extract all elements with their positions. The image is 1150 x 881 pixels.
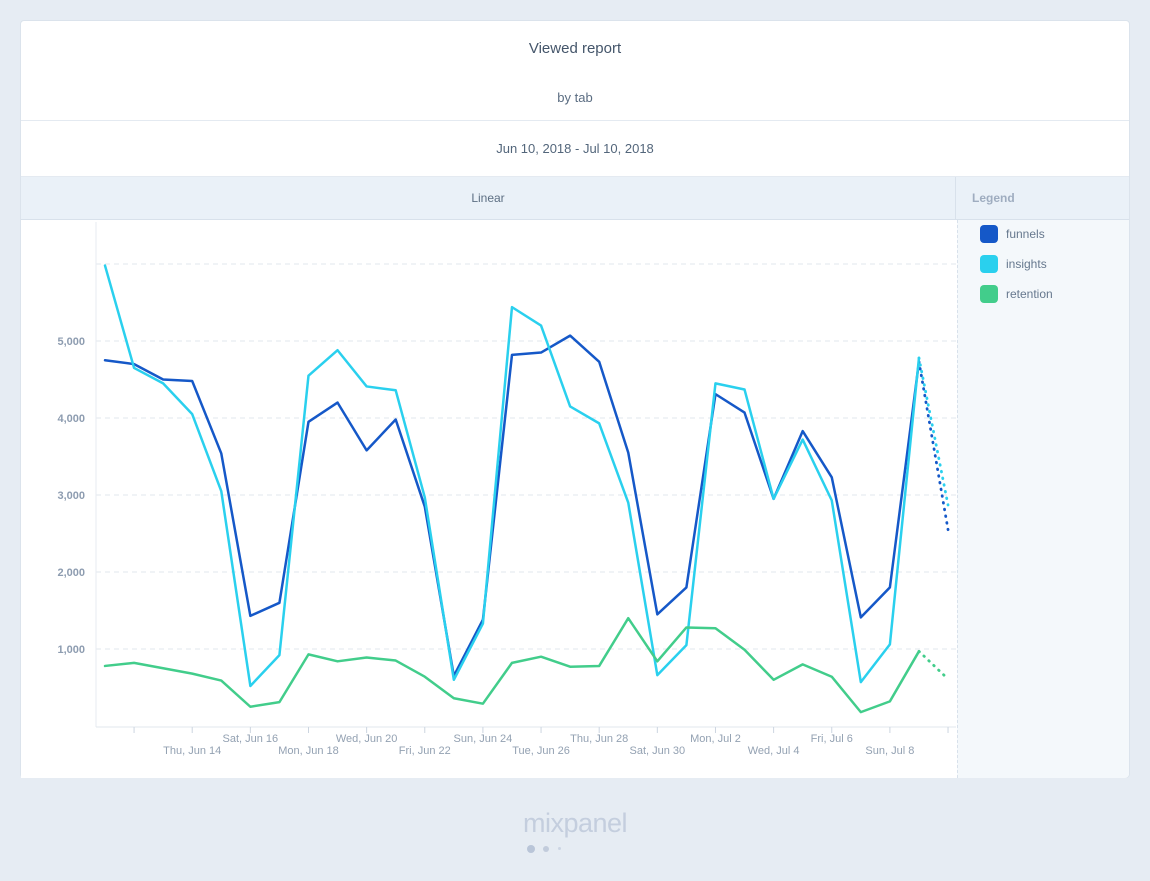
mixpanel-logo-dots-icon bbox=[523, 840, 627, 853]
x-axis-label: Thu, Jun 14 bbox=[163, 745, 221, 757]
chart-header-bar: Linear Legend bbox=[21, 177, 1129, 220]
insights-line-projected[interactable] bbox=[917, 356, 950, 507]
report-card: Viewed report by tab Jun 10, 2018 - Jul … bbox=[20, 20, 1130, 778]
report-header: Viewed report by tab bbox=[21, 21, 1129, 121]
funnels-line[interactable] bbox=[103, 334, 921, 678]
mixpanel-logo-text: mixpanel bbox=[522, 808, 628, 838]
chart-row: 1,000 2,000 3,000 4,000 5,000 Thu, Jun 14 Sat,… bbox=[21, 220, 1129, 778]
x-axis-label: Sun, Jul 8 bbox=[865, 745, 914, 757]
legend-header: Legend bbox=[956, 177, 1129, 219]
legend-item-retention[interactable]: retention bbox=[980, 285, 1129, 303]
x-axis-label: Sun, Jun 24 bbox=[454, 733, 513, 745]
x-axis-label: Sat, Jun 16 bbox=[223, 733, 279, 745]
retention-line[interactable] bbox=[103, 616, 921, 714]
y-axis-label: 5,000 bbox=[57, 336, 85, 348]
legend-item-label: retention bbox=[1006, 287, 1053, 301]
funnels-line-projected[interactable] bbox=[917, 360, 950, 532]
mixpanel-logo: mixpanel bbox=[0, 808, 1150, 853]
x-axis-label: Tue, Jun 26 bbox=[512, 745, 570, 757]
x-axis-label: Wed, Jun 20 bbox=[336, 733, 398, 745]
legend-item-label: funnels bbox=[1006, 227, 1045, 241]
x-axis-label: Fri, Jul 6 bbox=[811, 733, 853, 745]
insights-line[interactable] bbox=[103, 264, 921, 688]
funnels-swatch-icon bbox=[980, 225, 998, 243]
y-axis-label: 4,000 bbox=[57, 413, 85, 425]
x-axis-label: Sat, Jun 30 bbox=[630, 745, 686, 757]
y-axis-label: 3,000 bbox=[57, 490, 85, 502]
x-axis-label: Mon, Jun 18 bbox=[278, 745, 339, 757]
chart-type-label: Linear bbox=[471, 191, 505, 205]
retention-swatch-icon bbox=[980, 285, 998, 303]
y-axis-label: 1,000 bbox=[57, 644, 85, 656]
x-axis-label: Thu, Jun 28 bbox=[570, 733, 628, 745]
chart-area: 1,000 2,000 3,000 4,000 5,000 Thu, Jun 14 Sat,… bbox=[21, 220, 957, 778]
retention-line-projected[interactable] bbox=[917, 649, 950, 681]
date-range-section: Jun 10, 2018 - Jul 10, 2018 bbox=[21, 121, 1129, 177]
page-title: Viewed report bbox=[528, 40, 622, 57]
legend-item-funnels[interactable]: funnels bbox=[980, 225, 1129, 243]
insights-swatch-icon bbox=[980, 255, 998, 273]
legend-title: Legend bbox=[972, 191, 1015, 205]
y-axis-label: 2,000 bbox=[57, 567, 85, 579]
legend-item-label: insights bbox=[1006, 257, 1047, 271]
x-axis-label: Mon, Jul 2 bbox=[690, 733, 741, 745]
legend-item-insights[interactable]: insights bbox=[980, 255, 1129, 273]
x-axis-label: Wed, Jul 4 bbox=[748, 745, 800, 757]
x-axis-label: Fri, Jun 22 bbox=[399, 745, 451, 757]
chart-type-header: Linear bbox=[21, 177, 956, 219]
legend-panel: funnels insights retention bbox=[957, 220, 1129, 778]
page-subtitle: by tab bbox=[557, 90, 593, 105]
date-range-label: Jun 10, 2018 - Jul 10, 2018 bbox=[496, 141, 654, 156]
